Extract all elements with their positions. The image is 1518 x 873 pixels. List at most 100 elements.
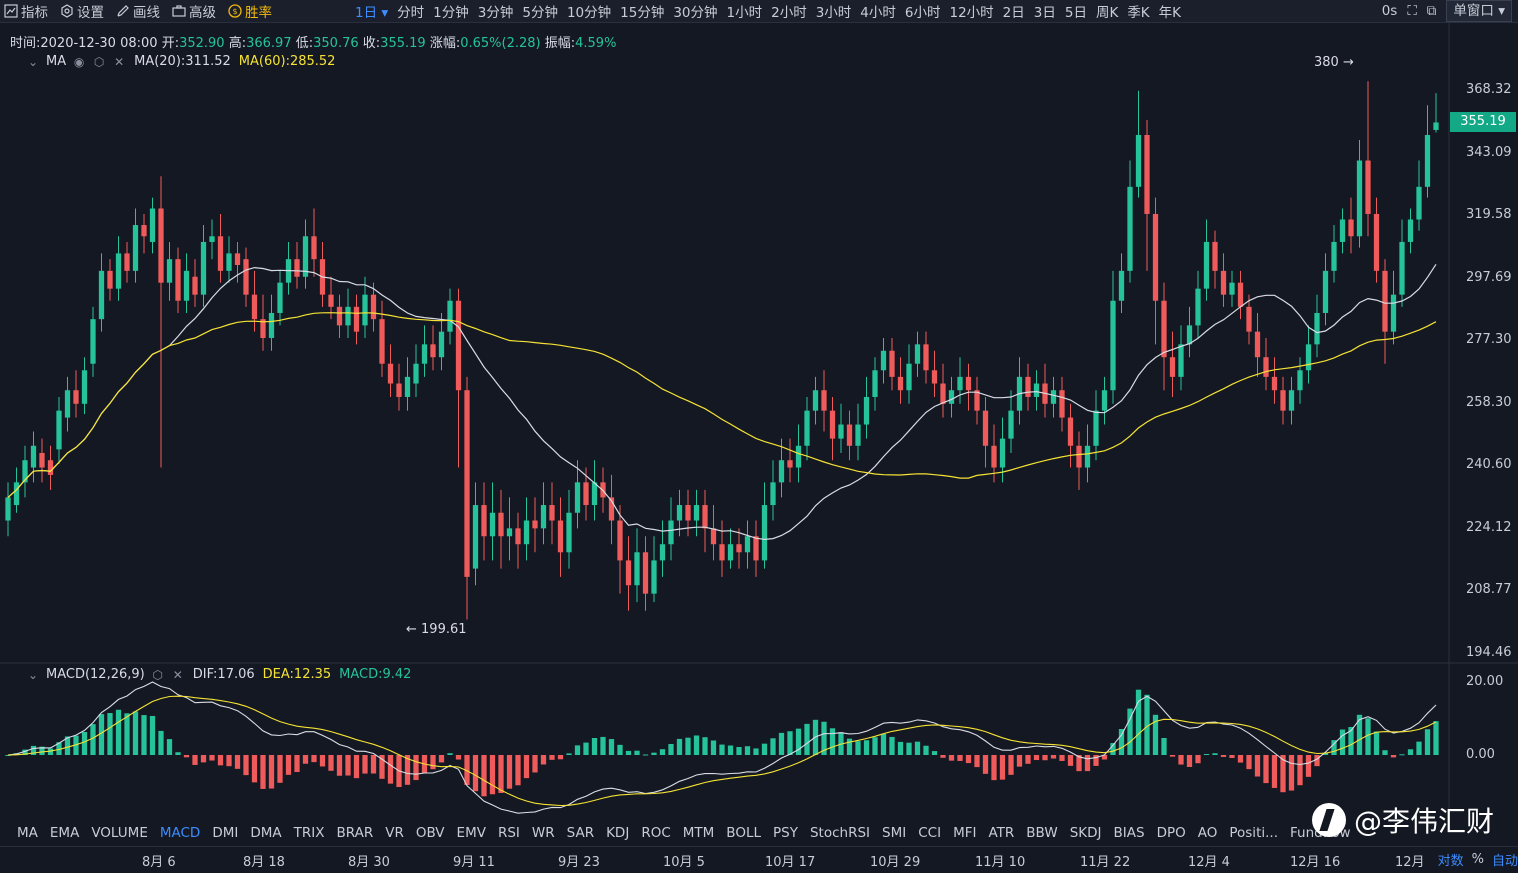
- period-5[interactable]: 10分钟: [566, 5, 612, 21]
- low-label: 低:: [295, 36, 314, 51]
- indicator-tab-16[interactable]: MTM: [682, 825, 715, 841]
- indicator-tab-23[interactable]: ATR: [988, 825, 1015, 841]
- period-9[interactable]: 2小时: [771, 5, 807, 21]
- snapshot-icon[interactable]: ⧉: [1426, 3, 1437, 19]
- period-11[interactable]: 4小时: [860, 5, 896, 21]
- period-8[interactable]: 1小时: [726, 5, 763, 21]
- macd-value: MACD:9.42: [339, 667, 412, 682]
- macd-bar: [98, 714, 105, 755]
- candle: [1271, 357, 1278, 404]
- indicator-tab-29[interactable]: Positi...: [1229, 825, 1278, 841]
- candle: [1008, 390, 1014, 453]
- macd-group: [5, 681, 1439, 814]
- macd-bar: [1042, 755, 1048, 761]
- indicator-tab-13[interactable]: SAR: [566, 825, 595, 841]
- window-mode-select[interactable]: 单窗口 ▾: [1446, 0, 1512, 22]
- period-7[interactable]: 30分钟: [673, 5, 718, 21]
- macd-settings-hex-icon[interactable]: ⬡: [152, 667, 163, 682]
- period-15[interactable]: 3日: [1033, 5, 1056, 21]
- indicator-tab-20[interactable]: SMI: [882, 825, 907, 841]
- indicator-tab-24[interactable]: BBW: [1026, 825, 1058, 841]
- fullscreen-icon[interactable]: ⛶: [1407, 3, 1417, 19]
- candle: [506, 497, 513, 561]
- indicator-tab-2[interactable]: VOLUME: [91, 825, 148, 841]
- candle: [464, 376, 470, 620]
- toolbar-indicator-button[interactable]: 指标: [4, 1, 48, 21]
- percent-scale-toggle[interactable]: %: [1471, 852, 1484, 867]
- collapse-chevron-icon[interactable]: ⌄: [27, 54, 39, 69]
- indicator-tab-8[interactable]: VR: [385, 825, 404, 841]
- close-icon[interactable]: ✕: [114, 54, 125, 69]
- candle: [1237, 270, 1244, 320]
- candle: [336, 294, 343, 338]
- period-6[interactable]: 15分钟: [620, 5, 665, 21]
- price-axis-label: 240.60: [1466, 457, 1512, 473]
- macd-bar: [1297, 755, 1303, 786]
- macd-bar: [183, 755, 190, 758]
- indicator-tab-11[interactable]: RSI: [497, 825, 520, 841]
- toolbar-advanced-button[interactable]: 高级: [172, 1, 216, 21]
- indicator-tab-6[interactable]: TRIX: [293, 825, 325, 841]
- toolbar-settings-button[interactable]: 设置: [60, 1, 104, 21]
- indicator-tab-7[interactable]: BRAR: [336, 825, 374, 841]
- settings-hex-icon[interactable]: ⬡: [93, 54, 105, 69]
- candlestick-chart[interactable]: 380 → ← 199.61: [0, 0, 1518, 822]
- indicator-tab-4[interactable]: DMI: [212, 825, 239, 841]
- period-12[interactable]: 6小时: [904, 5, 941, 21]
- macd-bar: [804, 723, 810, 755]
- indicator-tab-27[interactable]: DPO: [1156, 825, 1186, 841]
- macd-bar: [1127, 708, 1133, 755]
- period-0[interactable]: 1日 ▾: [355, 5, 389, 21]
- amplitude-value: 4.59%: [575, 36, 617, 51]
- indicator-tab-15[interactable]: ROC: [641, 825, 671, 841]
- indicator-tab-0[interactable]: MA: [17, 825, 38, 841]
- macd-close-icon[interactable]: ✕: [172, 667, 183, 682]
- period-2[interactable]: 1分钟: [433, 5, 469, 21]
- period-1[interactable]: 分时: [397, 5, 425, 21]
- macd-bar: [1407, 749, 1414, 755]
- toolbar-draw-button[interactable]: 画线: [116, 1, 160, 21]
- macd-collapse-chevron-icon[interactable]: ⌄: [27, 667, 39, 682]
- indicator-tab-28[interactable]: AO: [1197, 825, 1218, 841]
- indicator-tab-14[interactable]: KDJ: [606, 825, 630, 841]
- indicator-tab-17[interactable]: BOLL: [726, 825, 761, 841]
- indicator-tab-12[interactable]: WR: [531, 825, 555, 841]
- candle: [260, 294, 266, 351]
- macd-bar: [583, 742, 589, 755]
- candle: [574, 460, 581, 529]
- candle: [22, 445, 28, 498]
- annotations-group: 380 → ← 199.61: [406, 55, 1354, 637]
- indicator-tab-5[interactable]: DMA: [250, 825, 282, 841]
- price-axis-label: 224.12: [1466, 519, 1512, 535]
- toolbar-winrate-button[interactable]: $ 胜率: [228, 1, 272, 21]
- period-13[interactable]: 12小时: [949, 5, 994, 21]
- indicator-tab-26[interactable]: BIAS: [1113, 825, 1145, 841]
- indicator-tab-21[interactable]: CCI: [918, 825, 942, 841]
- indicator-tab-1[interactable]: EMA: [49, 825, 80, 841]
- candle: [974, 376, 980, 425]
- eye-icon[interactable]: ◉: [73, 54, 85, 69]
- period-14[interactable]: 2日: [1002, 5, 1025, 21]
- indicator-tab-3[interactable]: MACD: [159, 825, 201, 841]
- macd-bar: [999, 755, 1006, 780]
- period-4[interactable]: 5分钟: [522, 5, 558, 21]
- indicator-tab-10[interactable]: EMV: [456, 825, 486, 841]
- indicator-tab-19[interactable]: StochRSI: [809, 825, 871, 841]
- period-19[interactable]: 年K: [1158, 5, 1182, 21]
- auto-scale-toggle[interactable]: 自动: [1491, 854, 1518, 869]
- period-3[interactable]: 3分钟: [477, 5, 514, 21]
- indicator-tab-22[interactable]: MFI: [953, 825, 977, 841]
- period-18[interactable]: 季K: [1127, 5, 1150, 21]
- log-scale-toggle[interactable]: 对数: [1437, 854, 1464, 869]
- indicator-tab-18[interactable]: PSY: [773, 825, 798, 841]
- candle: [107, 259, 113, 301]
- period-17[interactable]: 周K: [1095, 5, 1119, 21]
- indicator-tab-25[interactable]: SKDJ: [1069, 825, 1102, 841]
- period-10[interactable]: 3小时: [815, 5, 852, 21]
- period-16[interactable]: 5日: [1064, 5, 1087, 21]
- candle: [591, 460, 598, 521]
- macd-bar: [47, 748, 54, 755]
- indicator-tab-9[interactable]: OBV: [415, 825, 445, 841]
- macd-bar: [846, 738, 853, 755]
- macd-bar: [115, 709, 122, 755]
